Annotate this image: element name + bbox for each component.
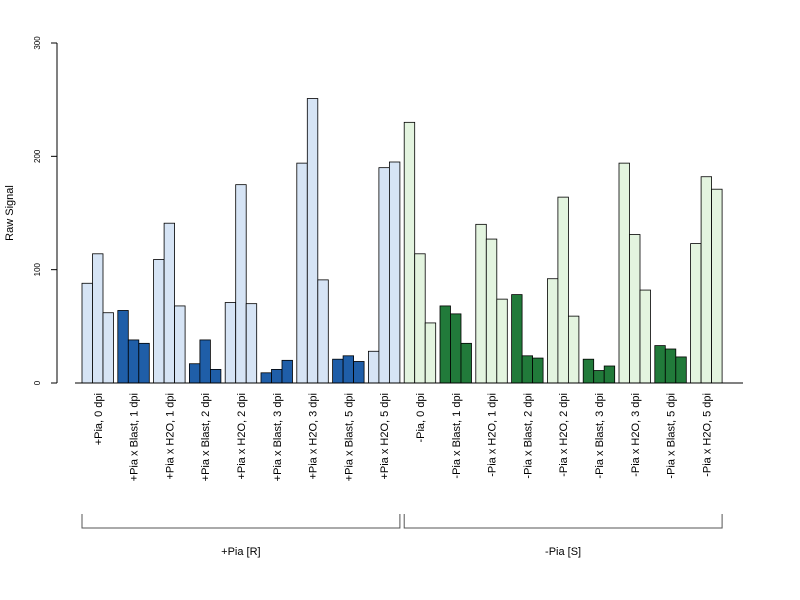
group-brackets: +Pia [R] -Pia [S] xyxy=(81,514,723,558)
bar xyxy=(547,278,559,384)
bar xyxy=(439,305,451,384)
bar xyxy=(593,370,605,384)
bar xyxy=(388,161,401,384)
axes-layer: 0 100 200 300 xyxy=(33,36,743,385)
bar xyxy=(664,348,677,384)
bar xyxy=(163,222,176,384)
bar xyxy=(511,294,523,384)
x-tick-label: +Pia x Blast, 5 dpi xyxy=(343,393,355,481)
x-tick-label: -Pia, 0 dpi xyxy=(415,393,427,443)
bar xyxy=(281,359,293,384)
x-tick-label: +Pia x H2O, 1 dpi xyxy=(164,393,176,480)
bar xyxy=(138,342,150,384)
bar xyxy=(532,357,544,384)
group-label: -Pia [S] xyxy=(545,546,581,558)
bar xyxy=(460,342,472,384)
group-label: +Pia [R] xyxy=(221,546,260,558)
x-tick-label: -Pia x H2O, 5 dpi xyxy=(701,393,713,477)
bar xyxy=(92,253,104,384)
x-tick-label: -Pia x H2O, 1 dpi xyxy=(487,393,499,477)
bar xyxy=(424,322,437,384)
bar xyxy=(603,365,616,384)
bar xyxy=(342,355,355,384)
x-tick-label: +Pia x Blast, 1 dpi xyxy=(129,393,141,481)
bar xyxy=(557,196,569,384)
bar xyxy=(245,303,258,384)
bar xyxy=(367,350,380,384)
y-tick-label: 100 xyxy=(33,262,42,276)
bar xyxy=(485,238,498,384)
bar xyxy=(496,298,508,384)
bar xyxy=(654,345,666,384)
x-tick-label: -Pia x Blast, 1 dpi xyxy=(451,393,463,479)
x-tick-labels: +Pia, 0 dpi +Pia x Blast, 1 dpi +Pia x H2O… xyxy=(93,393,713,481)
bar xyxy=(711,188,723,384)
bar xyxy=(403,121,416,384)
bar xyxy=(235,184,247,384)
y-tick-label: 0 xyxy=(33,380,42,385)
x-tick-label: -Pia x H2O, 2 dpi xyxy=(558,393,570,477)
group-bracket xyxy=(403,514,723,529)
x-tick-label: +Pia x Blast, 2 dpi xyxy=(200,393,212,481)
x-tick-label: +Pia x Blast, 3 dpi xyxy=(272,393,284,481)
bar xyxy=(450,313,462,384)
bar xyxy=(414,253,426,384)
bar xyxy=(690,243,702,384)
x-tick-label: -Pia x Blast, 5 dpi xyxy=(666,393,678,479)
bar xyxy=(618,162,630,384)
bar xyxy=(209,368,222,384)
bar xyxy=(568,315,580,384)
bar xyxy=(353,361,365,384)
bar xyxy=(296,162,308,384)
x-tick-label: +Pia x H2O, 3 dpi xyxy=(308,393,320,480)
bar xyxy=(199,339,211,384)
bars-layer xyxy=(81,98,723,384)
bar xyxy=(224,302,237,384)
bar xyxy=(260,372,272,384)
bar xyxy=(378,167,390,384)
bar xyxy=(117,310,129,384)
bar xyxy=(174,305,186,384)
group-bracket xyxy=(81,514,401,529)
bar xyxy=(629,234,641,384)
x-tick-label: -Pia x Blast, 3 dpi xyxy=(594,393,606,479)
x-tick-label: +Pia x H2O, 5 dpi xyxy=(379,393,391,480)
bar xyxy=(582,358,595,384)
y-tick-label: 300 xyxy=(33,36,42,50)
x-tick-label: +Pia, 0 dpi xyxy=(93,393,105,445)
bar xyxy=(81,282,93,384)
bar xyxy=(306,98,319,384)
bar xyxy=(700,176,712,384)
bar xyxy=(102,312,114,384)
bar xyxy=(521,355,533,384)
x-tick-label: -Pia x Blast, 2 dpi xyxy=(522,393,534,479)
x-tick-label: -Pia x H2O, 3 dpi xyxy=(630,393,642,477)
bar xyxy=(188,363,201,384)
y-tick-label: 200 xyxy=(33,149,42,163)
bar xyxy=(153,259,165,384)
x-tick-label: +Pia x H2O, 2 dpi xyxy=(236,393,248,480)
bar xyxy=(317,279,329,384)
bar xyxy=(127,339,140,384)
bar xyxy=(639,289,651,384)
bar xyxy=(271,368,283,384)
bar xyxy=(675,356,687,384)
bar xyxy=(475,223,487,384)
y-axis-label: Raw Signal xyxy=(4,185,16,241)
bar xyxy=(332,358,344,384)
